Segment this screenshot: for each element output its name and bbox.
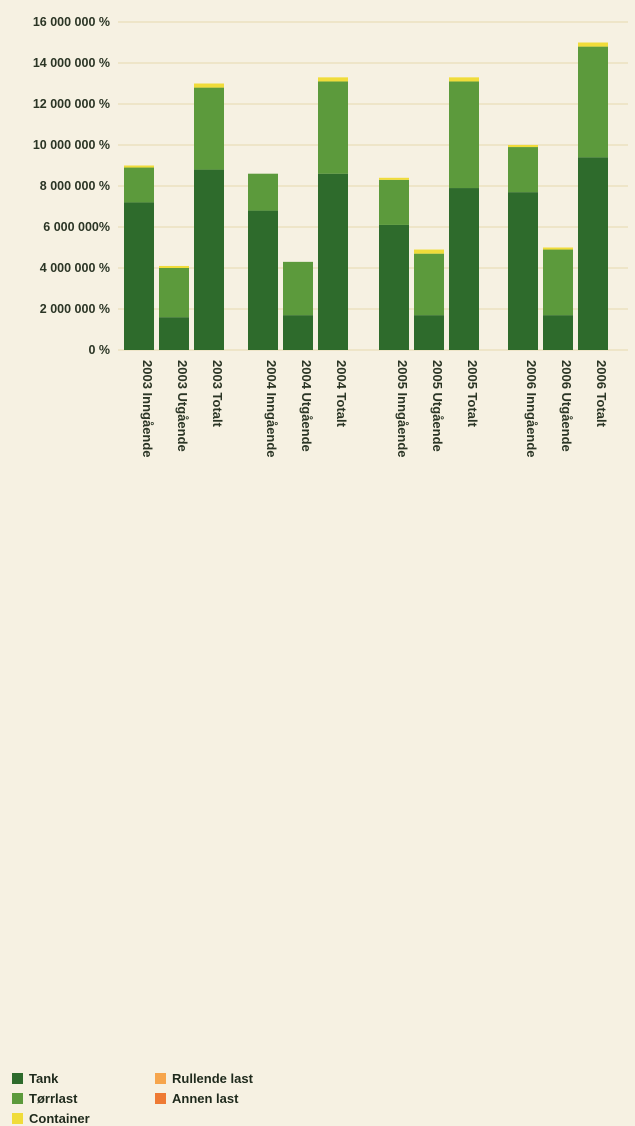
bar-segment-torrlast [449,81,479,189]
y-tick-label: 16 000 000 % [33,15,110,29]
x-tick-label: 2003 Totalt [210,360,225,428]
bar-segment-tank [318,173,348,350]
bar-segment-container [449,77,479,82]
legend-item-torrlast: Tørrlast [12,1091,77,1106]
legend-swatch-container [12,1113,23,1124]
bar-segment-torrlast [248,173,278,211]
bar-segment-tank [379,224,409,350]
y-tick-label: 12 000 000 % [33,97,110,111]
x-tick-label: 2005 Inngående [395,360,410,458]
legend-label-annen-last: Annen last [172,1091,239,1106]
x-tick-label: 2006 Inngående [524,360,539,458]
legend-swatch-rullende-last [155,1073,166,1084]
legend-label-tank: Tank [29,1071,59,1086]
bar-segment-tank [543,315,573,350]
bar-segment-torrlast [124,167,154,203]
bar-segment-torrlast [578,46,608,158]
bar-segment-tank [508,192,538,350]
bar-segment-container [508,145,538,148]
bar-segment-container [318,77,348,82]
y-tick-label: 6 000 000% [43,220,110,234]
bar-segment-tank [194,169,224,350]
bar-segment-container [578,42,608,47]
bar-segment-torrlast [414,253,444,316]
legend-swatch-tank [12,1073,23,1084]
y-tick-label: 14 000 000 % [33,56,110,70]
x-tick-label: 2004 Totalt [334,360,349,428]
x-tick-label: 2003 Inngående [140,360,155,458]
bar-segment-torrlast [508,147,538,193]
y-tick-label: 2 000 000 % [40,302,110,316]
bar-segment-tank [248,210,278,350]
bar-segment-torrlast [318,81,348,174]
x-tick-label: 2003 Utgående [175,360,190,452]
x-tick-label: 2004 Inngående [264,360,279,458]
y-tick-label: 4 000 000 % [40,261,110,275]
y-tick-label: 8 000 000 % [40,179,110,193]
bar-segment-tank [449,188,479,350]
bar-segment-torrlast [543,249,573,316]
bar-segment-container [194,83,224,88]
legend-item-annen-last: Annen last [155,1091,238,1106]
bar-segment-tank [283,315,313,350]
chart-svg: 16 000 000 % 14 000 000 % 12 000 000 % 10 0… [33,15,628,458]
x-tick-label: 2006 Totalt [594,360,609,428]
legend-label-torrlast: Tørrlast [29,1091,78,1106]
bar-segment-container [543,247,573,250]
legend-swatch-annen-last [155,1093,166,1104]
legend-item-container: Container [12,1111,90,1126]
legend-item-rullende-last: Rullende last [155,1071,253,1086]
bar-segment-container [414,249,444,254]
y-tick-label: 0 % [88,343,110,357]
bar-segment-tank [578,157,608,350]
x-tick-label: 2004 Utgående [299,360,314,452]
bar-segment-torrlast [283,261,313,316]
legend-label-container: Container [29,1111,90,1126]
bar-segment-tank [159,317,189,350]
y-tick-label: 10 000 000 % [33,138,110,152]
bar-segment-container [379,177,409,180]
bar-segment-tank [414,315,444,350]
bars [124,42,608,350]
bar-segment-container [159,265,189,268]
x-tick-label: 2005 Totalt [465,360,480,428]
bar-segment-torrlast [379,179,409,225]
x-axis-labels: 2003 Inngående 2003 Utgående 2003 Totalt 20… [140,360,609,458]
bar-segment-tank [124,202,154,350]
bar-chart: 16 000 000 % 14 000 000 % 12 000 000 % 10 0… [12,15,628,1126]
x-tick-label: 2006 Utgående [559,360,574,452]
legend-swatch-torrlast [12,1093,23,1104]
legend-label-rullende-last: Rullende last [172,1071,253,1086]
bar-segment-torrlast [159,268,189,318]
legend-item-tank: Tank [12,1071,58,1086]
y-axis-ticks: 16 000 000 % 14 000 000 % 12 000 000 % 10 0… [33,15,110,357]
bar-segment-torrlast [194,87,224,170]
x-tick-label: 2005 Utgående [430,360,445,452]
bar-segment-container [124,165,154,168]
